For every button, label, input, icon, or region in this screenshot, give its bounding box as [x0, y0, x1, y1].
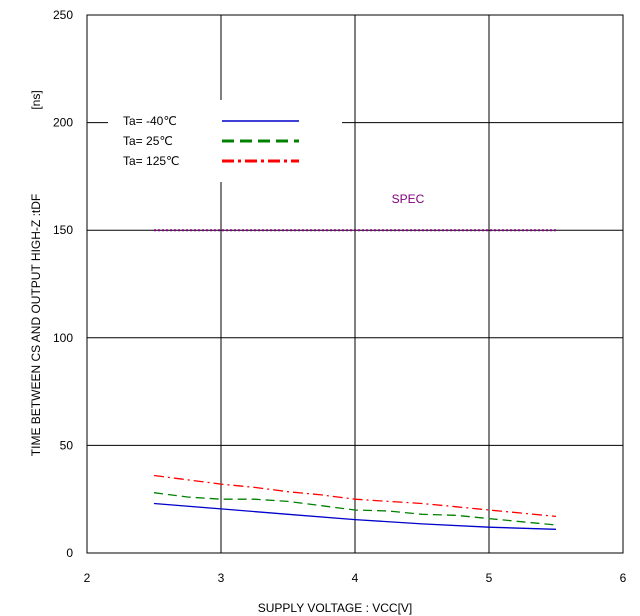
x-tick-label: 4 [352, 571, 359, 585]
x-tick-label: 3 [218, 571, 225, 585]
y-tick-label: 150 [53, 223, 73, 237]
y-tick-label: 200 [53, 116, 73, 130]
x-tick-label: 6 [620, 571, 627, 585]
y-tick-label: 100 [53, 331, 73, 345]
legend: Ta= -40℃ Ta= 25℃ Ta= 125℃ [108, 100, 342, 182]
y-tick-labels: 0 50 100 150 200 250 [53, 8, 73, 560]
x-tick-label: 2 [84, 571, 91, 585]
y-axis-unit: [ns] [29, 90, 43, 109]
legend-label-3: Ta= 125℃ [123, 154, 180, 168]
y-tick-label: 250 [53, 8, 73, 22]
series-line-3 [153, 474, 557, 518]
x-tick-label: 5 [486, 571, 493, 585]
x-axis-label: SUPPLY VOLTAGE : VCC[V] [258, 601, 413, 615]
y-axis-label: TIME BETWEEN CS AND OUTPUT HIGH-Z :tDF [29, 194, 43, 456]
legend-label-2: Ta= 25℃ [123, 134, 173, 148]
series-group [153, 474, 557, 530]
plot-frame [86, 14, 624, 554]
y-tick-label: 50 [60, 438, 74, 452]
series-line-2 [153, 492, 557, 526]
spec-group: SPEC [154, 192, 556, 232]
y-tick-label: 0 [66, 546, 73, 560]
spec-label: SPEC [392, 192, 425, 206]
x-tick-labels: 2 3 4 5 6 [84, 571, 627, 585]
legend-label-1: Ta= -40℃ [123, 114, 177, 128]
series-line-1 [153, 502, 557, 530]
